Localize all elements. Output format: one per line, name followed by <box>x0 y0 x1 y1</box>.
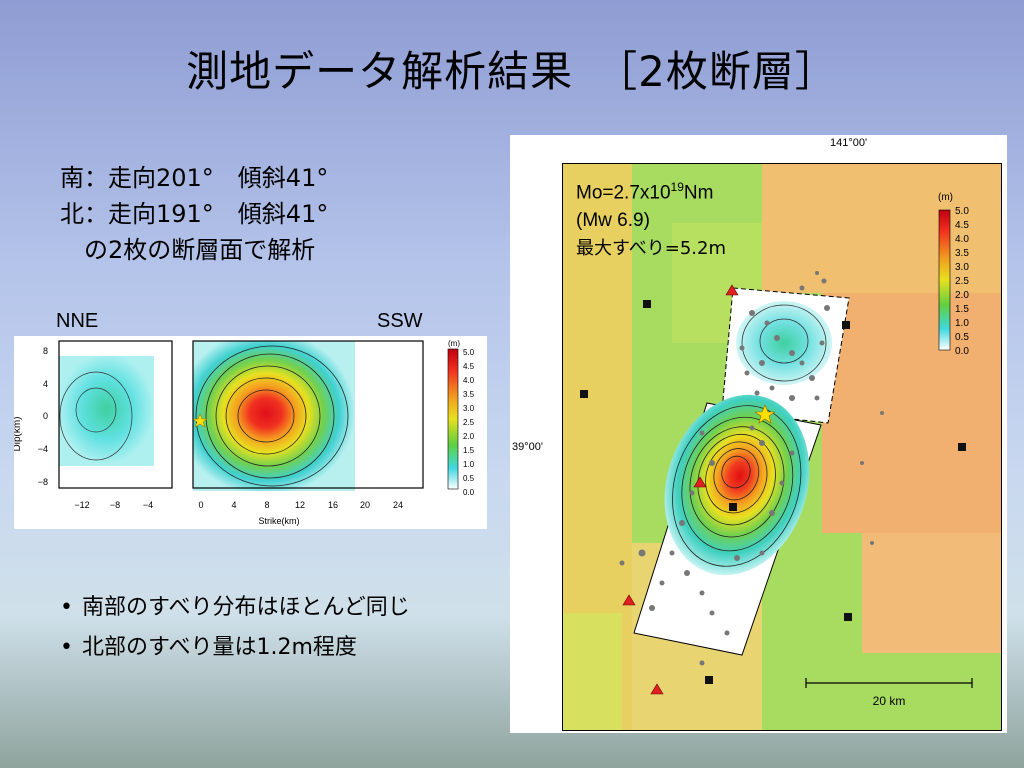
moment-annotation: Mo=2.7x1019Nm (Mw 6.9) 最大すべり=5.2m <box>576 173 726 263</box>
dip-tick: −8 <box>38 477 48 487</box>
epicenter-star-icon <box>754 404 776 424</box>
slip-colorbar-tick: 1.5 <box>463 446 475 455</box>
strike-tick: −12 <box>74 500 89 510</box>
slip-colorbar-tick: 0.5 <box>463 474 475 483</box>
map-colorbar-tick: 1.0 <box>955 318 969 329</box>
strike-axis-label: Strike(km) <box>259 516 300 526</box>
strike-tick: −4 <box>143 500 153 510</box>
map-colorbar-tick: 1.5 <box>955 304 969 315</box>
scale-label: 20 km <box>873 694 906 708</box>
slip-colorbar-tick: 2.5 <box>463 418 475 427</box>
strike-tick: 8 <box>264 500 269 510</box>
slip-distribution-plot: Dip(km) 8 4 0 −4 −8 −12 −8 −4 <box>12 339 475 526</box>
magnitude-line: (Mw 6.9) <box>576 210 650 232</box>
strike-tick: 12 <box>295 500 305 510</box>
strike-tick: 0 <box>198 500 203 510</box>
slip-distribution-figure: Dip(km) 8 4 0 −4 −8 −12 −8 −4 <box>12 336 487 529</box>
map-colorbar-tick: 3.5 <box>955 248 969 259</box>
map-colorbar-tick: 4.5 <box>955 220 969 231</box>
slip-colorbar-tick: 3.5 <box>463 390 475 399</box>
moment-prefix: Mo=2.7x10 <box>576 182 671 204</box>
strike-tick: 20 <box>360 500 370 510</box>
epicenter-star-icon <box>192 413 208 428</box>
strike-tick: 16 <box>328 500 338 510</box>
map-colorbar-tick: 2.5 <box>955 276 969 287</box>
slip-colorbar-tick: 4.5 <box>463 362 475 371</box>
ssw-label: SSW <box>377 310 423 332</box>
slip-colorbar-tick: 2.0 <box>463 432 475 441</box>
slide-title: 測地データ解析結果 ［2枚断層］ <box>186 47 838 96</box>
slip-colorbar <box>447 348 459 490</box>
north-slip-field <box>59 356 154 466</box>
slip-colorbar-tick: 1.0 <box>463 460 475 469</box>
map-colorbar-tick: 0.5 <box>955 332 969 343</box>
bullet-item: • 北部のすべり量は1.2m程度 <box>60 635 357 660</box>
fault-parameters: 南：走向201° 傾斜41° 北：走向191° 傾斜41° の2枚の断層面で解析 <box>60 160 328 268</box>
dip-tick: −4 <box>38 444 48 454</box>
bullet-item: • 南部のすべり分布はほとんど同じ <box>60 595 410 620</box>
aftershock-dots <box>619 271 884 666</box>
map-area: (m) 5.0 4.5 4.0 3.5 3.0 2.5 2.0 1.5 1.0 … <box>562 163 1002 731</box>
longitude-label: 141°00' <box>830 137 868 149</box>
map-colorbar-tick: 3.0 <box>955 262 969 273</box>
strike-tick: 24 <box>393 500 403 510</box>
north-fault-line: 北：走向191° 傾斜41° <box>60 200 329 228</box>
south-slip-field <box>193 341 355 491</box>
slip-colorbar-tick: 4.0 <box>463 376 475 385</box>
analysis-line: の2枚の断層面で解析 <box>84 236 316 264</box>
map-colorbar-tick: 4.0 <box>955 234 969 245</box>
map-colorbar <box>938 209 951 351</box>
map-colorbar-tick: 2.0 <box>955 290 969 301</box>
dip-tick: 8 <box>43 346 48 356</box>
max-slip-line: 最大すべり=5.2m <box>576 238 726 260</box>
dip-tick: 4 <box>43 379 48 389</box>
slip-colorbar-tick: 3.0 <box>463 404 475 413</box>
slip-colorbar-tick: 0.0 <box>463 488 475 497</box>
latitude-label: 39°00' <box>512 441 543 453</box>
bullet-list: • 南部のすべり分布はほとんど同じ • 北部のすべり量は1.2m程度 <box>60 588 410 668</box>
map-colorbar-tick: 5.0 <box>955 206 969 217</box>
scale-bar: 20 km <box>805 678 973 708</box>
nne-label: NNE <box>56 310 99 332</box>
volcano-triangle-icons <box>622 284 739 695</box>
map-colorbar-unit: (m) <box>938 192 953 203</box>
moment-suffix: Nm <box>683 182 714 204</box>
strike-tick: −8 <box>110 500 120 510</box>
dip-axis-label: Dip(km) <box>14 417 23 452</box>
south-fault-line: 南：走向201° 傾斜41° <box>60 164 329 192</box>
moment-exponent: 19 <box>670 180 684 194</box>
dip-tick: 0 <box>43 411 48 421</box>
strike-tick: 4 <box>231 500 236 510</box>
gps-station-markers <box>580 300 966 684</box>
slip-colorbar-unit: (m) <box>448 339 460 348</box>
slip-colorbar-tick: 5.0 <box>463 348 475 357</box>
slip-map-figure: 141°00' 39°00' <box>510 135 1007 733</box>
map-colorbar-tick: 0.0 <box>955 346 969 357</box>
map-graphic: (m) 5.0 4.5 4.0 3.5 3.0 2.5 2.0 1.5 1.0 … <box>562 163 1002 731</box>
